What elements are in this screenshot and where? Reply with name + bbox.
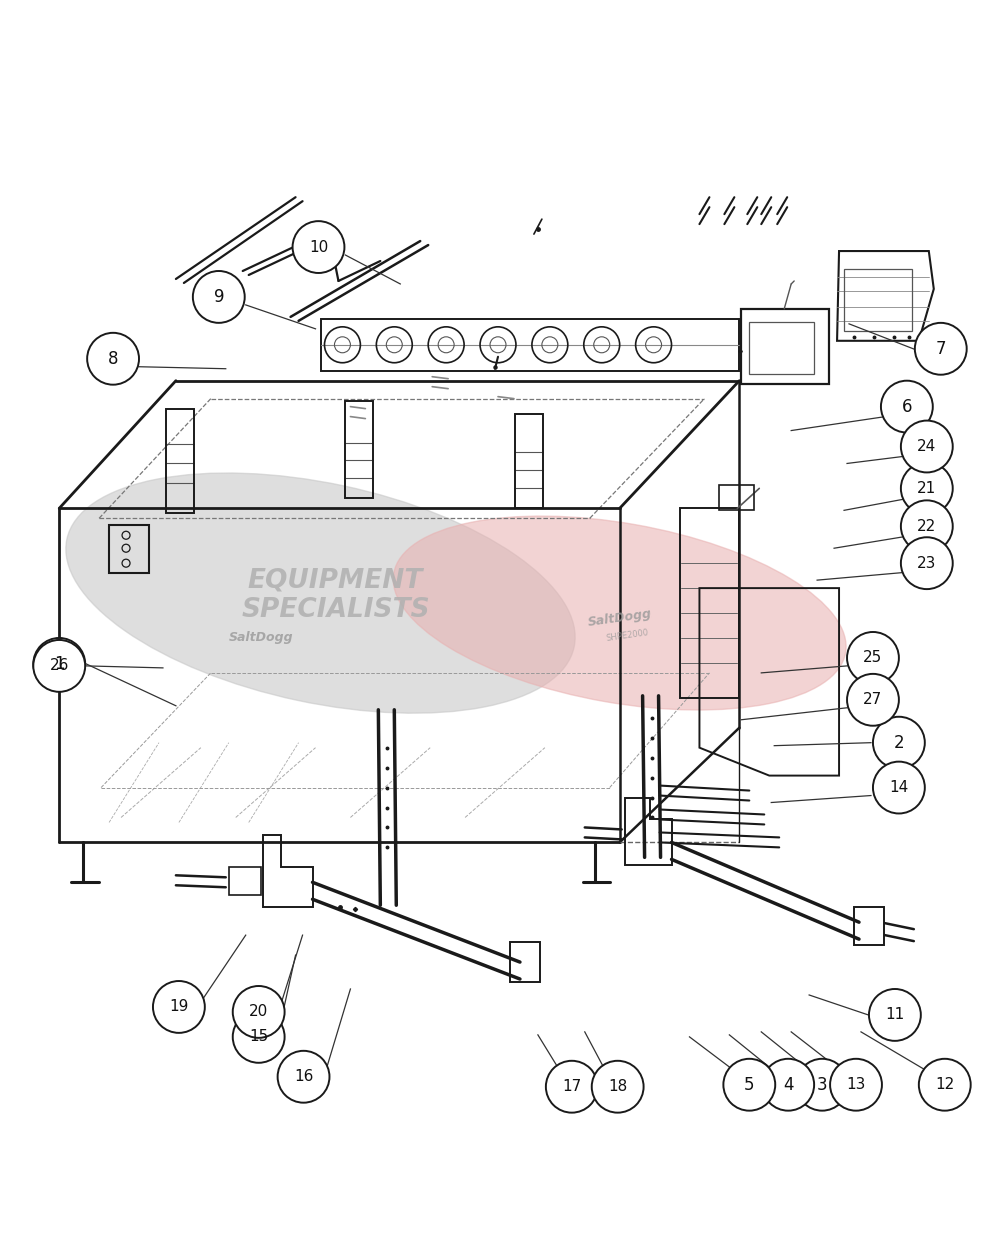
Circle shape: [847, 632, 899, 683]
Text: 27: 27: [863, 692, 883, 707]
Text: SaltDogg: SaltDogg: [587, 607, 653, 629]
Circle shape: [278, 1051, 329, 1103]
Text: 22: 22: [917, 519, 936, 534]
Text: 23: 23: [917, 555, 936, 570]
Circle shape: [293, 221, 344, 273]
Text: EQUIPMENT: EQUIPMENT: [248, 568, 423, 593]
Circle shape: [33, 638, 85, 690]
Circle shape: [592, 1061, 644, 1113]
Text: SPECIALISTS: SPECIALISTS: [241, 597, 430, 623]
Text: 18: 18: [608, 1079, 627, 1094]
Circle shape: [873, 717, 925, 769]
Text: 11: 11: [885, 1007, 905, 1022]
Circle shape: [153, 981, 205, 1032]
Text: 14: 14: [889, 780, 909, 795]
Text: 13: 13: [846, 1078, 866, 1093]
Text: 10: 10: [309, 240, 328, 255]
Ellipse shape: [66, 474, 575, 713]
Circle shape: [830, 1059, 882, 1110]
Text: SaltDogg: SaltDogg: [228, 632, 293, 644]
Circle shape: [723, 1059, 775, 1110]
Text: 7: 7: [936, 340, 946, 358]
Ellipse shape: [393, 516, 846, 710]
Text: 20: 20: [249, 1005, 268, 1020]
Circle shape: [796, 1059, 848, 1110]
Text: 6: 6: [902, 398, 912, 416]
Text: 15: 15: [249, 1030, 268, 1044]
Circle shape: [193, 271, 245, 323]
Circle shape: [873, 761, 925, 814]
Circle shape: [869, 988, 921, 1041]
Circle shape: [901, 538, 953, 589]
Text: 1: 1: [54, 654, 65, 673]
Circle shape: [919, 1059, 971, 1110]
Text: 26: 26: [50, 658, 69, 673]
Text: 25: 25: [863, 651, 883, 666]
Text: 4: 4: [783, 1075, 793, 1094]
Text: 17: 17: [562, 1079, 581, 1094]
Circle shape: [847, 674, 899, 726]
Text: 2: 2: [894, 734, 904, 751]
Circle shape: [87, 333, 139, 384]
Text: 5: 5: [744, 1075, 755, 1094]
Circle shape: [901, 500, 953, 553]
Text: 3: 3: [817, 1075, 827, 1094]
Circle shape: [233, 1011, 285, 1063]
Text: 9: 9: [214, 288, 224, 306]
Circle shape: [546, 1061, 598, 1113]
Text: 21: 21: [917, 481, 936, 496]
Circle shape: [762, 1059, 814, 1110]
Circle shape: [233, 986, 285, 1037]
Circle shape: [915, 323, 967, 374]
Circle shape: [901, 421, 953, 472]
Text: 24: 24: [917, 440, 936, 453]
Text: 19: 19: [169, 1000, 189, 1015]
Circle shape: [33, 641, 85, 692]
Text: 16: 16: [294, 1069, 313, 1084]
Text: 8: 8: [108, 349, 118, 368]
Text: SHPE2000: SHPE2000: [606, 628, 650, 643]
Circle shape: [881, 381, 933, 432]
Circle shape: [901, 462, 953, 514]
Text: 12: 12: [935, 1078, 954, 1093]
